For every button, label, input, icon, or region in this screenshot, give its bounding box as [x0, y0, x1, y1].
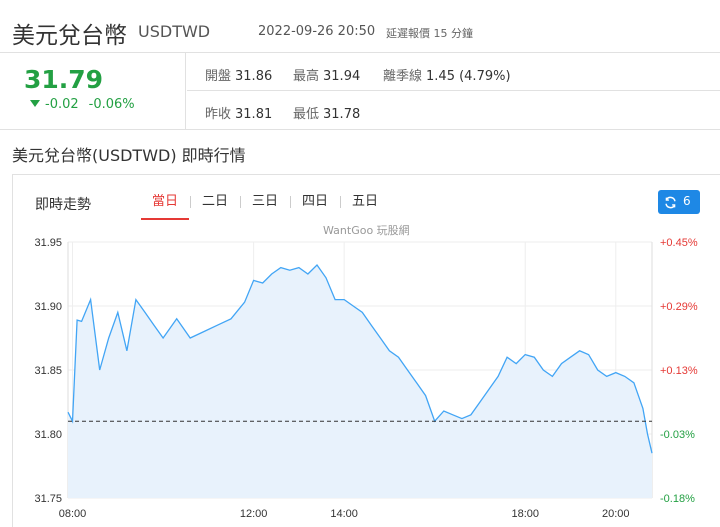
tab-3-day[interactable]: 三日: [251, 194, 278, 209]
pct-tick-label: +0.29%: [660, 301, 698, 313]
price-box: 31.79 -0.02 -0.06%: [12, 53, 186, 130]
price-change: -0.02 -0.06%: [30, 97, 135, 112]
stat-prev-close: 昨收 31.81: [205, 103, 272, 122]
stat-high-label: 最高: [293, 69, 320, 84]
x-tick-label: 18:00: [511, 508, 539, 520]
intraday-card: 即時走勢 當日 二日 三日 四日 五日 6 WantGoo 玩股網: [12, 174, 720, 527]
tab-5-day[interactable]: 五日: [351, 194, 378, 209]
quote-timestamp: 2022-09-26 20:50: [258, 24, 376, 39]
quote-summary: 31.79 -0.02 -0.06% 開盤 31.86 最高 31.94 離季線 1.4…: [0, 52, 720, 130]
tab-divider: [290, 196, 291, 208]
pct-tick-label: +0.13%: [660, 365, 698, 377]
stats-row-2: 昨收 31.81 最低 31.78: [187, 91, 720, 129]
section-title: 美元兌台幣(USDTWD) 即時行情: [12, 146, 246, 165]
y-tick-label: 31.90: [34, 301, 62, 313]
stat-prev-close-label: 昨收: [205, 107, 232, 122]
stat-high-value: 31.94: [323, 69, 361, 84]
price-area: [68, 265, 652, 498]
stat-open: 開盤 31.86: [205, 65, 272, 84]
y-axis-right: -0.18% -0.03% +0.13% +0.29% +0.45%: [660, 237, 698, 505]
stat-open-value: 31.86: [235, 69, 273, 84]
price-line: [67, 263, 653, 454]
stat-low-value: 31.78: [323, 107, 361, 122]
stats-row-1: 開盤 31.86 最高 31.94 離季線 1.45 (4.79%): [187, 53, 720, 91]
y-tick-label: 31.95: [34, 237, 62, 249]
x-tick-label: 12:00: [240, 508, 268, 520]
refresh-icon: [665, 196, 676, 209]
intraday-chart: 31.75 31.80 31.85 31.90 31.95 -0.18% -0.03% +0…: [34, 237, 698, 520]
stat-open-label: 開盤: [205, 69, 232, 84]
pct-tick-label: +0.45%: [660, 237, 698, 249]
tab-divider: [240, 196, 241, 208]
instrument-title: 美元兌台幣: [12, 23, 127, 49]
last-price: 31.79: [24, 65, 104, 94]
intraday-label: 即時走勢: [35, 197, 91, 213]
tab-today[interactable]: 當日: [141, 193, 189, 220]
pct-tick-label: -0.18%: [660, 493, 695, 505]
delay-note: 延遲報價 15 分鐘: [386, 27, 473, 40]
tab-divider: [340, 196, 341, 208]
change-percent: -0.06%: [88, 97, 135, 112]
y-tick-label: 31.80: [34, 429, 62, 441]
tab-4-day[interactable]: 四日: [301, 194, 328, 209]
pct-tick-label: -0.03%: [660, 429, 695, 441]
y-axis-left: 31.75 31.80 31.85 31.90 31.95: [34, 237, 62, 505]
instrument-symbol: USDTWD: [138, 22, 211, 41]
stat-low-label: 最低: [293, 107, 320, 122]
refresh-count: 6: [683, 194, 691, 208]
tab-2-day[interactable]: 二日: [201, 194, 228, 209]
tab-divider: [190, 196, 191, 208]
y-tick-label: 31.85: [34, 365, 62, 377]
x-tick-label: 08:00: [59, 508, 87, 520]
x-tick-label: 14:00: [330, 508, 358, 520]
stat-dispersion-value: 1.45 (4.79%): [426, 69, 511, 84]
stat-dispersion: 離季線 1.45 (4.79%): [383, 65, 511, 84]
stat-low: 最低 31.78: [293, 103, 360, 122]
down-triangle-icon: [30, 100, 40, 107]
x-tick-label: 20:00: [602, 508, 630, 520]
change-value: -0.02: [45, 97, 79, 112]
x-axis: 08:00 12:00 14:00 18:00 20:00: [59, 508, 630, 520]
refresh-button[interactable]: 6: [658, 190, 700, 214]
quote-header: 美元兌台幣 USDTWD 2022-09-26 20:50 延遲報價 15 分鐘: [0, 0, 720, 55]
watermark: WantGoo 玩股網: [323, 224, 410, 237]
stat-dispersion-label: 離季線: [383, 69, 423, 84]
stat-high: 最高 31.94: [293, 65, 360, 84]
stat-prev-close-value: 31.81: [235, 107, 273, 122]
y-tick-label: 31.75: [34, 493, 62, 505]
